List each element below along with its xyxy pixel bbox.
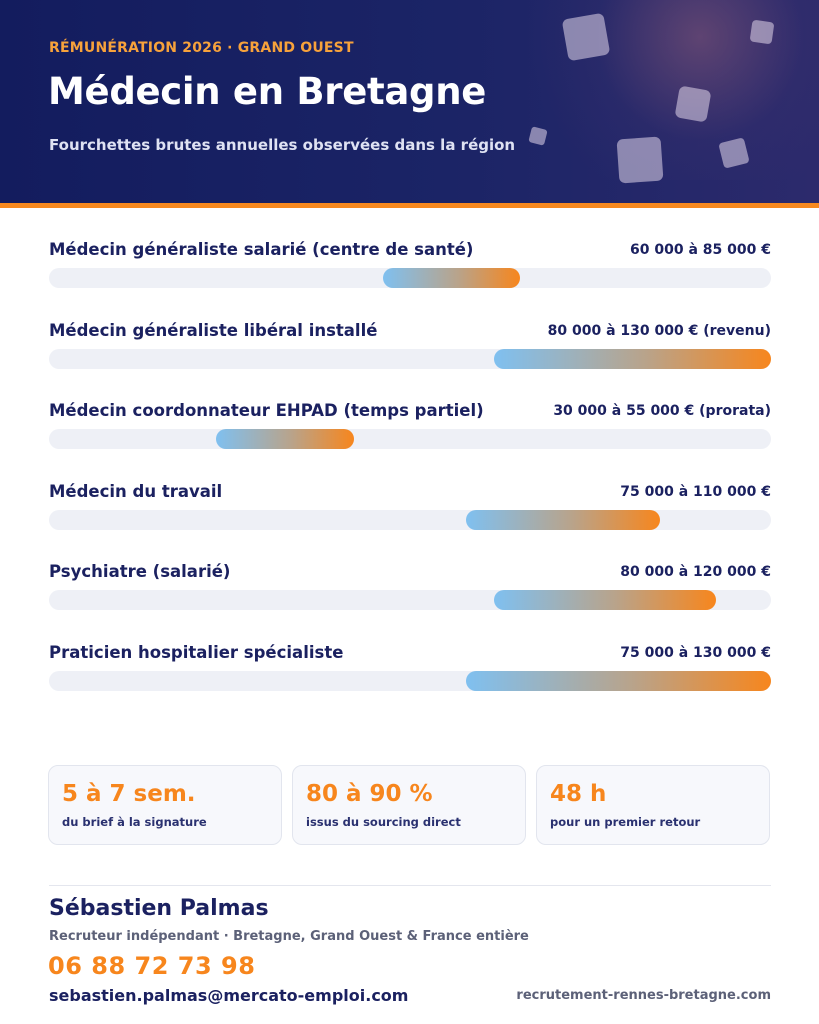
salary-row-value: 30 000 à 55 000 € (prorata): [553, 403, 771, 420]
contact-email-link[interactable]: sebastien.palmas@mercato-emploi.com: [49, 986, 409, 1005]
salary-row: Médecin généraliste libéral installé 80 …: [49, 319, 771, 400]
stat-card: 5 à 7 sem. du brief à la signature: [48, 765, 282, 845]
salary-row-label: Médecin généraliste libéral installé: [49, 320, 378, 340]
stat-value: 5 à 7 sem.: [62, 781, 196, 807]
salary-range-fill: [493, 348, 771, 369]
stat-caption: du brief à la signature: [62, 815, 207, 829]
salary-row-value: 80 000 à 120 000 €: [620, 564, 771, 581]
stat-caption: pour un premier retour: [550, 815, 701, 829]
salary-range-track: [49, 348, 771, 369]
salary-range-fill: [465, 509, 660, 530]
stats-cards: 5 à 7 sem. du brief à la signature 80 à …: [48, 765, 771, 845]
stat-card: 48 h pour un premier retour: [536, 765, 770, 845]
decorative-square: [616, 136, 664, 184]
salary-range-track: [49, 268, 771, 288]
stat-card: 80 à 90 % issus du sourcing direct: [292, 765, 526, 845]
salary-range-fill: [465, 670, 771, 691]
salary-range-fill: [493, 590, 717, 611]
decorative-square: [674, 85, 712, 123]
stat-value: 80 à 90 %: [306, 781, 433, 807]
contact-role: Recruteur indépendant · Bretagne, Grand …: [49, 929, 529, 944]
decorative-square: [561, 12, 611, 62]
contact-website-link[interactable]: recrutement-rennes-bretagne.com: [516, 988, 771, 1003]
salary-row: Médecin du travail 75 000 à 110 000 €: [49, 480, 771, 561]
salary-row: Psychiatre (salarié) 80 000 à 120 000 €: [49, 560, 771, 641]
salary-range-track: [49, 509, 771, 530]
salary-row-value: 80 000 à 130 000 € (revenu): [547, 322, 771, 339]
salary-row-label: Médecin coordonnateur EHPAD (temps parti…: [49, 401, 484, 421]
page-subtitle: Fourchettes brutes annuelles observées d…: [49, 136, 516, 154]
salary-range-fill: [382, 268, 521, 288]
decorative-square: [749, 19, 775, 45]
salary-range-fill: [215, 429, 355, 450]
footer-divider: [49, 885, 771, 886]
header-accent-rule: [0, 203, 819, 208]
salary-row-value: 75 000 à 130 000 €: [620, 644, 771, 661]
header-eyebrow: RÉMUNÉRATION 2026 · GRAND OUEST: [49, 40, 354, 56]
salary-range-track: [49, 670, 771, 691]
salary-row: Praticien hospitalier spécialiste 75 000…: [49, 641, 771, 722]
header-banner: RÉMUNÉRATION 2026 · GRAND OUEST Médecin …: [0, 0, 819, 203]
salary-row: Médecin généraliste salarié (centre de s…: [49, 238, 771, 319]
page-title: Médecin en Bretagne: [48, 70, 487, 113]
stat-value: 48 h: [550, 781, 607, 807]
contact-name: Sébastien Palmas: [49, 896, 269, 921]
salary-row: Médecin coordonnateur EHPAD (temps parti…: [49, 399, 771, 480]
salary-range-track: [49, 590, 771, 611]
salary-row-label: Praticien hospitalier spécialiste: [49, 642, 344, 662]
salary-row-value: 75 000 à 110 000 €: [620, 483, 771, 500]
salary-row-label: Psychiatre (salarié): [49, 562, 231, 582]
contact-phone-link[interactable]: 06 88 72 73 98: [48, 952, 256, 980]
salary-range-track: [49, 429, 771, 450]
stat-caption: issus du sourcing direct: [306, 815, 461, 829]
salary-row-value: 60 000 à 85 000 €: [630, 242, 771, 258]
salary-ranges-list: Médecin généraliste salarié (centre de s…: [49, 238, 771, 722]
salary-row-label: Médecin du travail: [49, 481, 223, 501]
salary-row-label: Médecin généraliste salarié (centre de s…: [49, 240, 474, 259]
